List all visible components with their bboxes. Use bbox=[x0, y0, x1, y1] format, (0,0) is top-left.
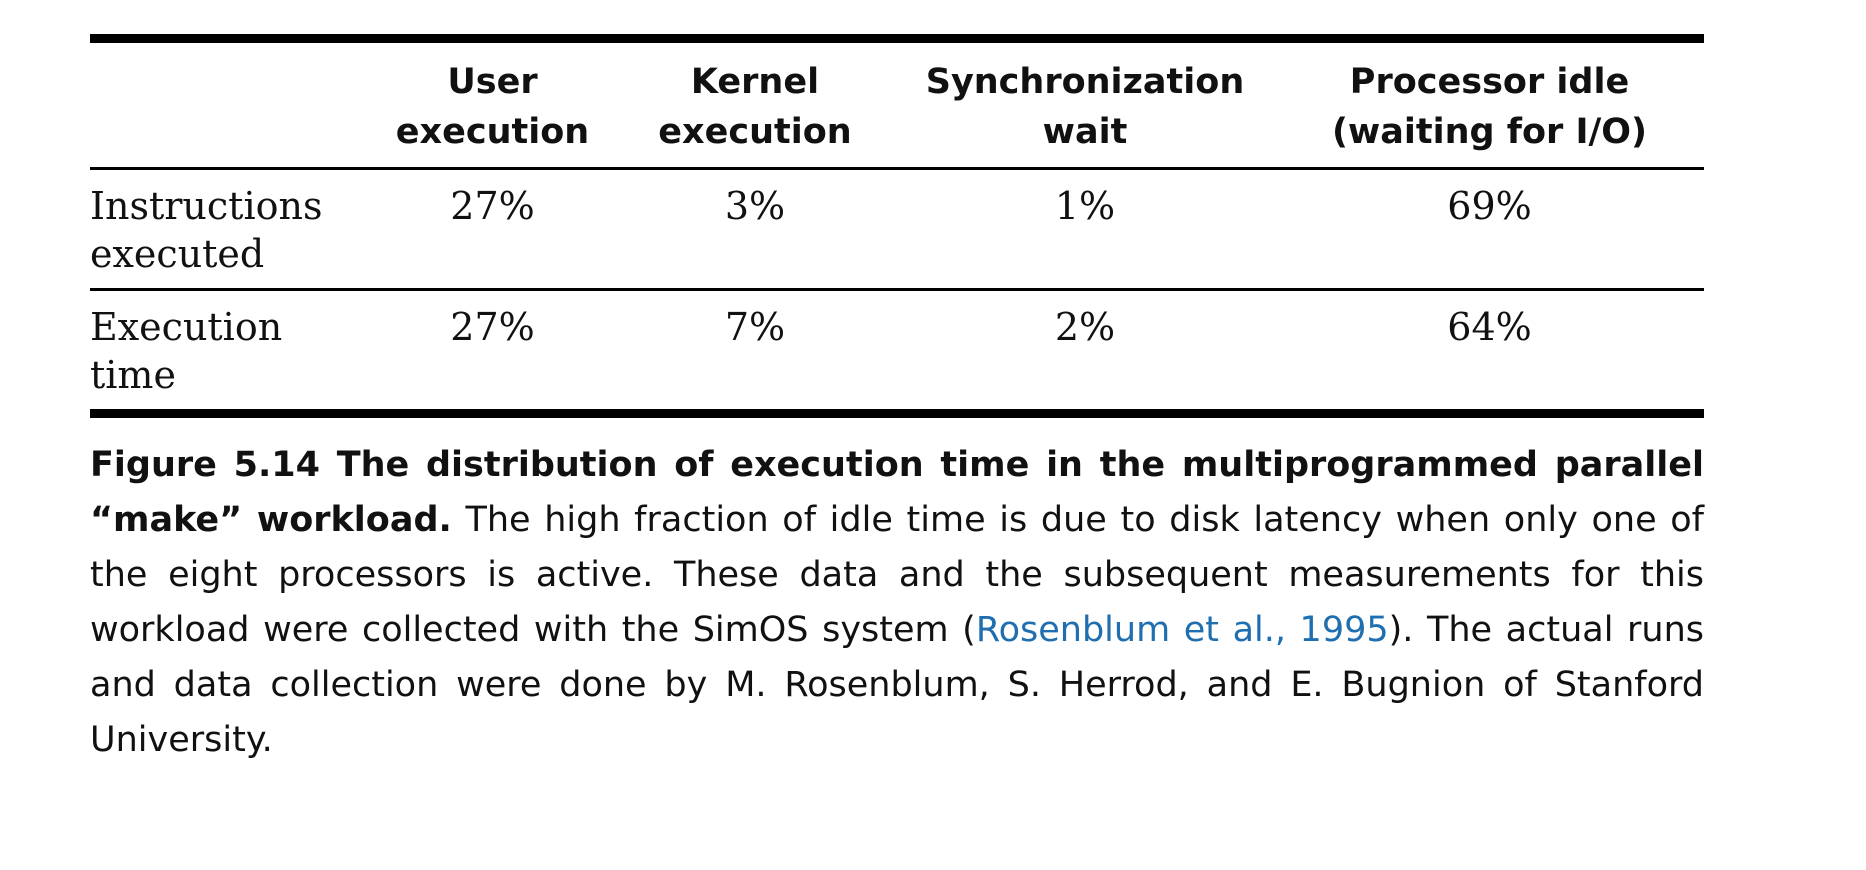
table-row: Instructions executed 27% 3% 1% 69% bbox=[90, 169, 1704, 290]
table-cell: 64% bbox=[1447, 305, 1532, 349]
table-cell: 27% bbox=[450, 184, 535, 228]
table-cell: 1% bbox=[1054, 184, 1116, 228]
row-label-text: Execution time bbox=[90, 305, 283, 397]
citation-link[interactable]: Rosenblum et al., 1995 bbox=[975, 610, 1389, 650]
caption-text-after-link: ). The actual runs and data collection w… bbox=[90, 610, 1704, 760]
execution-time-table: User execution Kernel execution Synchron… bbox=[90, 34, 1704, 418]
header-empty bbox=[90, 39, 370, 169]
header-row: User execution Kernel execution Synchron… bbox=[90, 38, 1704, 169]
table-row: Execution time 27% 7% 2% 64% bbox=[90, 290, 1704, 414]
header-user-execution: User execution bbox=[395, 62, 590, 152]
row-label-text: Instructions executed bbox=[90, 184, 323, 276]
table-cell: 3% bbox=[724, 184, 786, 228]
figure-page: User execution Kernel execution Synchron… bbox=[90, 34, 1704, 803]
table-cell: 7% bbox=[724, 305, 786, 349]
table-cell: 69% bbox=[1447, 184, 1532, 228]
row-label-instructions-executed: Instructions executed bbox=[90, 169, 370, 290]
table-cell: 27% bbox=[450, 305, 535, 349]
row-label-execution-time: Execution time bbox=[90, 290, 370, 414]
figure-title: Figure 5.14 The distribution of executio… bbox=[90, 445, 1704, 540]
table-cell: 2% bbox=[1054, 305, 1116, 349]
caption-text-before-link: The high fraction of idle time is due to… bbox=[90, 500, 1704, 650]
header-kernel-execution: Kernel execution bbox=[658, 62, 852, 152]
header-synchronization-wait: Synchronization wait bbox=[925, 62, 1245, 152]
figure-caption: Figure 5.14 The distribution of executio… bbox=[90, 438, 1704, 768]
header-processor-idle: Processor idle (waiting for I/O) bbox=[1331, 62, 1648, 152]
